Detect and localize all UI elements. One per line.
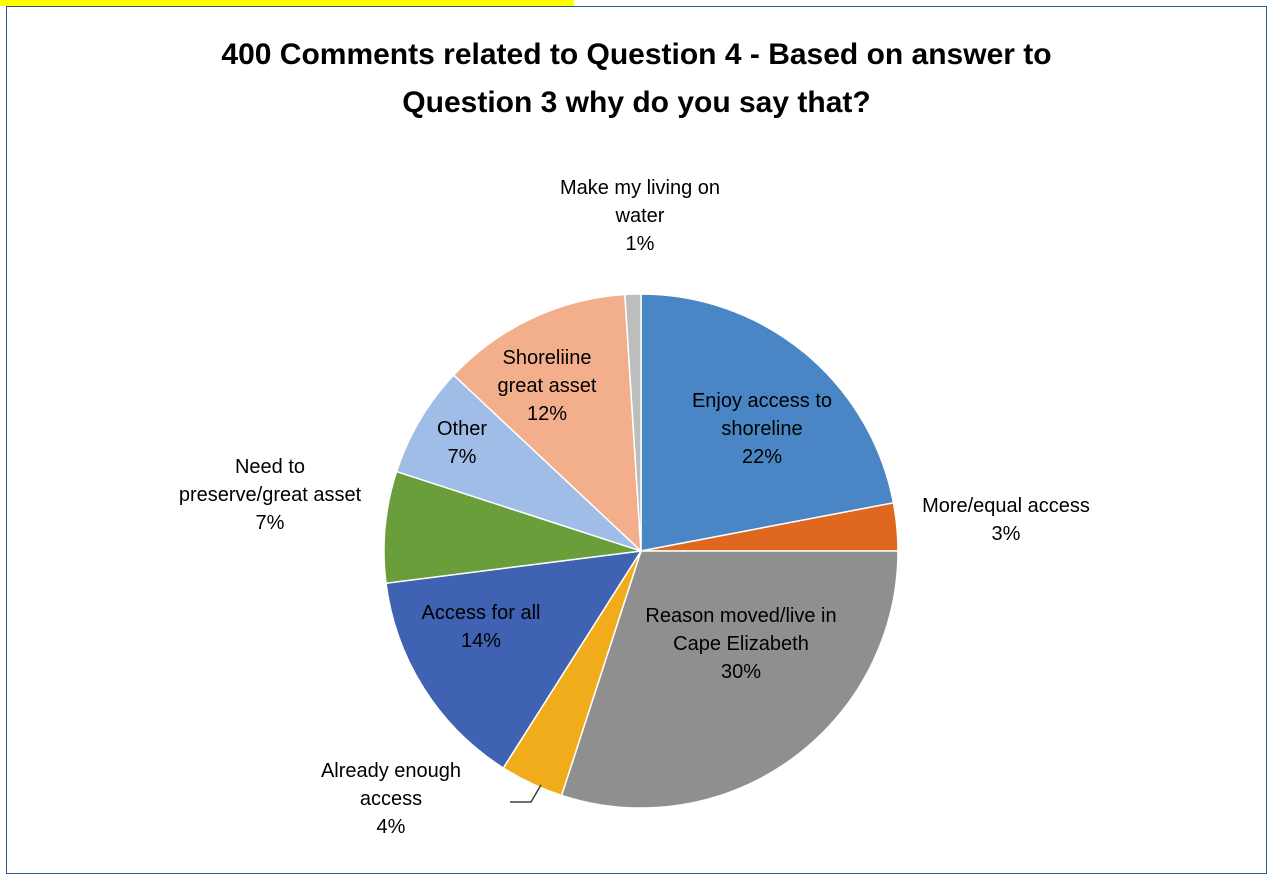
data-label-access-for-all: Access for all 14% xyxy=(422,602,541,652)
pie-slice-enjoy-access-to-shoreline xyxy=(640,293,895,552)
percent-label: 4% xyxy=(377,816,406,838)
percent-label: 7% xyxy=(448,446,477,468)
pie-slice-need-to-preserve-great-asset xyxy=(383,470,642,585)
percent-label: 22% xyxy=(742,446,782,468)
data-label-enjoy-access-to-shoreline: Enjoy access to shoreline 22% xyxy=(692,390,832,468)
chart-title-line-2: Question 3 why do you say that? xyxy=(402,86,871,119)
category-label-line: Need to xyxy=(235,456,305,478)
category-label-line: Reason moved/live in xyxy=(645,605,836,627)
category-label-line: shoreline xyxy=(721,418,802,440)
percent-label: 30% xyxy=(721,661,761,683)
category-label-line: water xyxy=(615,205,665,227)
percent-label: 14% xyxy=(461,630,501,652)
category-label-line: Access for all xyxy=(422,602,541,624)
category-label-line: preserve/great asset xyxy=(179,484,362,506)
chart-title: 400 Comments related to Question 4 - Bas… xyxy=(7,31,1266,127)
leader-line-already-enough-access xyxy=(510,784,542,803)
data-label-reason-moved-live-in-cape-elizabeth: Reason moved/live in Cape Elizabeth 30% xyxy=(645,605,836,683)
data-label-make-my-living-on-water: Make my living on water 1% xyxy=(560,177,720,255)
category-label-line: Make my living on xyxy=(560,177,720,199)
category-label-line: More/equal access xyxy=(922,495,1090,517)
data-label-other: Other 7% xyxy=(437,418,487,468)
pie-slice-access-for-all xyxy=(385,550,643,770)
data-label-need-to-preserve-great-asset: Need to preserve/great asset 7% xyxy=(179,456,362,534)
category-label-line: Already enough xyxy=(321,760,461,782)
category-label-line: Cape Elizabeth xyxy=(673,633,809,655)
pie-slice-shoreliine-great-asset xyxy=(452,293,642,553)
category-label-line: access xyxy=(360,788,422,810)
category-label-line: great asset xyxy=(498,375,597,397)
chart-title-line-1: 400 Comments related to Question 4 - Bas… xyxy=(221,38,1052,71)
percent-label: 3% xyxy=(992,523,1021,545)
category-label-line: Shoreliine xyxy=(503,347,592,369)
category-label-line: Other xyxy=(437,418,487,440)
percent-label: 1% xyxy=(626,233,655,255)
percent-label: 7% xyxy=(256,512,285,534)
pie-slice-reason-moved-live-in-cape-elizabeth xyxy=(560,550,899,809)
data-label-shoreliine-great-asset: Shoreliine great asset 12% xyxy=(498,347,597,425)
pie-slice-other xyxy=(395,374,642,552)
data-label-more-equal-access: More/equal access 3% xyxy=(922,495,1090,545)
percent-label: 12% xyxy=(527,403,567,425)
data-label-already-enough-access: Already enough access 4% xyxy=(321,760,461,838)
pie-slice-make-my-living-on-water xyxy=(624,293,642,552)
yellow-highlight-strip xyxy=(0,0,574,6)
category-label-line: Enjoy access to xyxy=(692,390,832,412)
